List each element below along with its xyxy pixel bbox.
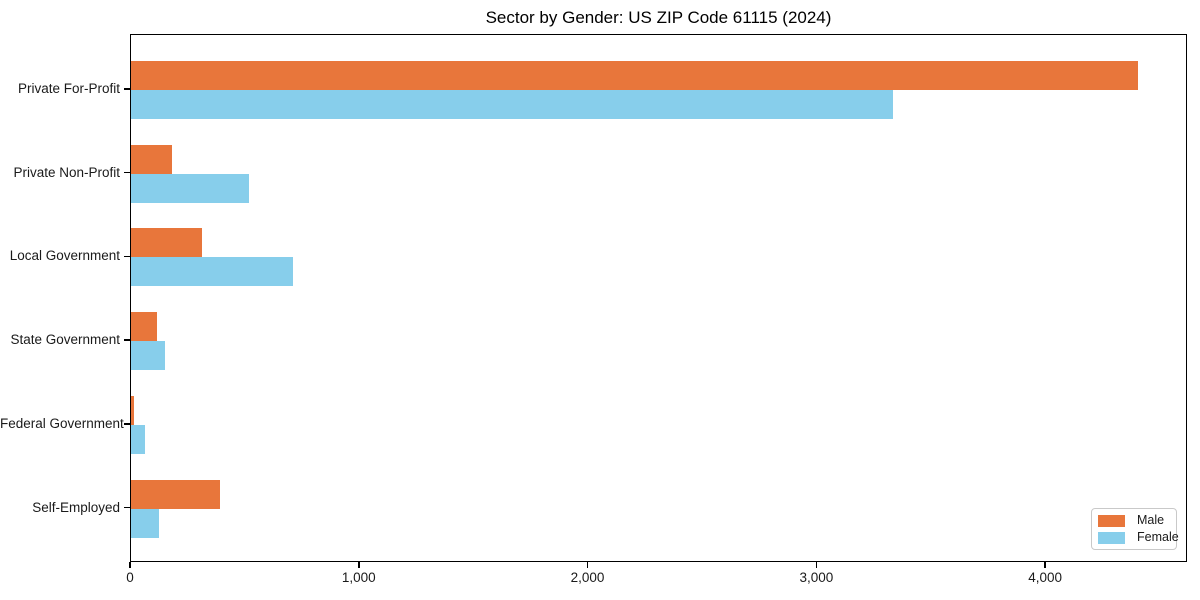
y-tick-state-government — [124, 339, 130, 341]
x-tick-1000 — [358, 562, 360, 568]
plot-area — [130, 34, 1187, 562]
bar-male-private-for-profit — [131, 61, 1138, 90]
bar-male-federal-government — [131, 395, 135, 425]
legend-swatch-male — [1098, 514, 1125, 527]
x-axis-label-2000: 2,000 — [570, 570, 605, 585]
y-tick-private-non-profit — [124, 171, 130, 174]
bar-female-local-government — [131, 257, 294, 287]
y-axis-label-self-employed: Self-Employed — [32, 499, 120, 515]
y-axis-label-local-government: Local Government — [9, 248, 120, 264]
bar-male-self-employed — [131, 479, 221, 509]
x-tick-3000 — [815, 562, 818, 568]
bar-female-private-non-profit — [131, 173, 249, 203]
legend-entry-male: Male — [1098, 513, 1170, 528]
y-axis-label-state-government: State Government — [10, 332, 120, 348]
bar-male-private-non-profit — [131, 144, 173, 174]
bar-female-private-for-profit — [131, 90, 893, 119]
legend-swatch-female — [1098, 531, 1125, 544]
x-axis-label-3000: 3,000 — [799, 570, 834, 585]
y-axis-label-federal-government: Federal Government — [0, 415, 124, 431]
x-axis-label-1000: 1,000 — [341, 570, 376, 585]
x-tick-4000 — [1044, 562, 1046, 568]
y-axis-label-private-non-profit: Private Non-Profit — [13, 164, 120, 180]
legend-label-male: Male — [1137, 513, 1165, 527]
y-tick-federal-government — [124, 423, 130, 425]
legend-entry-female: Female — [1098, 530, 1179, 545]
bar-male-state-government — [131, 312, 158, 342]
x-axis-label-0: 0 — [126, 570, 134, 585]
bar-female-state-government — [131, 341, 166, 371]
y-tick-private-for-profit — [124, 88, 130, 90]
bar-male-local-government — [131, 228, 202, 258]
bar-female-self-employed — [131, 508, 159, 538]
legend-label-female: Female — [1137, 530, 1179, 544]
y-axis-label-private-for-profit: Private For-Profit — [17, 81, 120, 96]
x-axis-label-4000: 4,000 — [1028, 570, 1063, 585]
x-tick-0 — [129, 562, 131, 568]
legend: Male Female — [1091, 508, 1179, 550]
bar-female-federal-government — [131, 424, 145, 454]
x-tick-2000 — [586, 562, 589, 568]
y-tick-self-employed — [124, 506, 130, 509]
chart-title: Sector by Gender: US ZIP Code 61115 (202… — [485, 8, 832, 27]
y-tick-local-government — [124, 255, 130, 258]
